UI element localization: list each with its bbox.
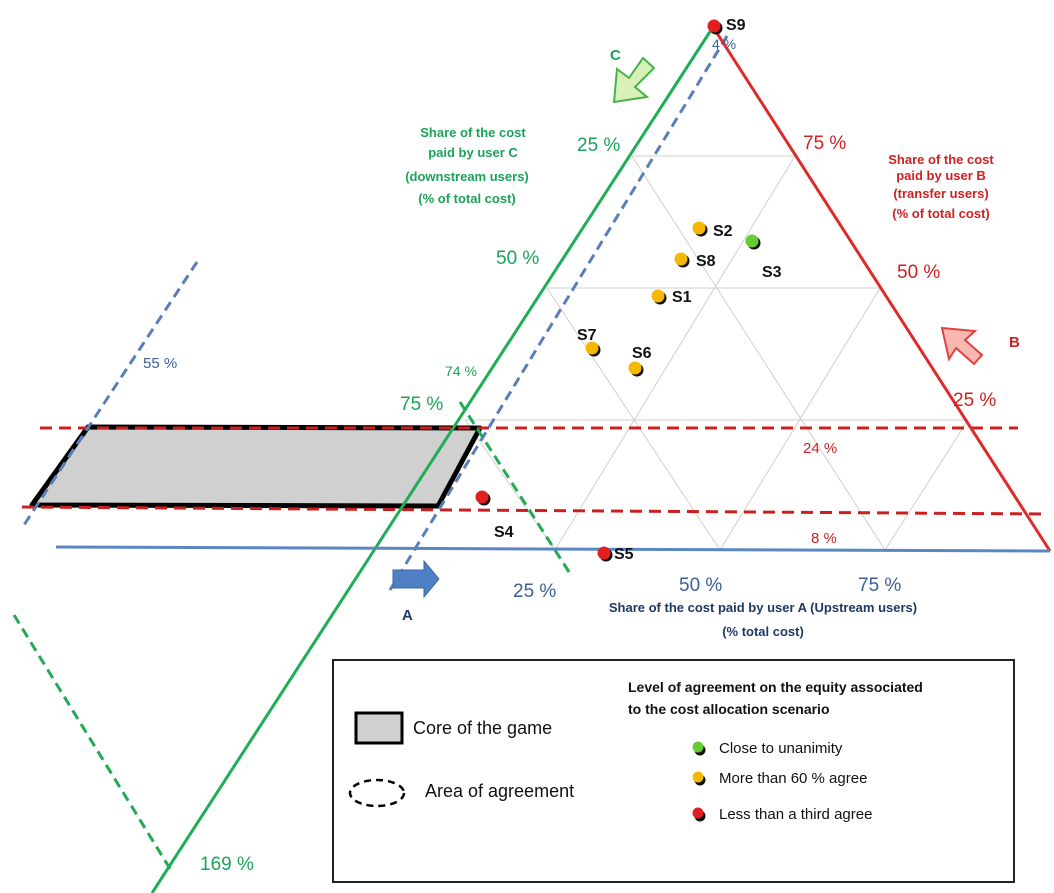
scenario-marker-s4 (475, 490, 489, 504)
scenario-label-s9: S9 (726, 17, 746, 34)
legend-title-line-1: Level of agreement on the equity associa… (628, 679, 923, 695)
scenario-label-s2: S2 (713, 223, 733, 240)
arrow-a-label: A (402, 607, 413, 624)
svg-text:Share of the cost: Share of the cost (888, 152, 994, 167)
scenario-label-s7: S7 (577, 327, 597, 344)
dashed-blue-line-far (20, 261, 199, 529)
a-tick-75: 75 % (858, 575, 901, 596)
legend-item-label-3: Less than a third agree (719, 806, 872, 823)
scenario-label-s8: S8 (696, 253, 716, 270)
b-tick-25: 25 % (953, 390, 996, 411)
svg-text:paid by user C: paid by user C (428, 145, 518, 160)
svg-text:(% of total cost): (% of total cost) (892, 206, 990, 221)
scenario-points: S9 S2 S3 S8 S1 S7 S6 S4 S5 (475, 17, 782, 563)
arrow-c-label: C (610, 47, 621, 64)
svg-text:Share of the cost: Share of the cost (420, 125, 526, 140)
scenario-label-s6: S6 (632, 345, 652, 362)
legend-dot-1 (692, 741, 704, 753)
scenario-marker-s3 (745, 234, 759, 248)
scenario-label-s1: S1 (672, 289, 692, 306)
dashed-blue-line-near (388, 35, 729, 591)
dashed-red-line-lower (21, 505, 1046, 516)
annotation-blue-far: 55 % (143, 355, 177, 372)
svg-text:Share of the cost paid by user: Share of the cost paid by user A (Upstre… (609, 600, 917, 615)
triangle-grid (464, 155, 969, 551)
svg-text:(transfer users): (transfer users) (893, 186, 988, 201)
scenario-label-s4: S4 (494, 524, 514, 541)
red-axis-line (711, 26, 1052, 552)
svg-text:(% total cost): (% total cost) (722, 624, 804, 639)
legend-box (332, 659, 1015, 883)
blue-axis-line (55, 545, 1051, 553)
c-tick-75: 75 % (400, 394, 443, 415)
scenario-marker-s9 (707, 19, 721, 33)
legend-dot-3 (692, 807, 704, 819)
svg-text:paid by user B: paid by user B (896, 168, 986, 183)
arrow-b-icon (940, 326, 984, 366)
scenario-marker-s6 (628, 361, 642, 375)
b-tick-75: 75 % (803, 133, 846, 154)
arrow-b-label: B (1009, 334, 1020, 351)
green-axis-line (150, 26, 715, 893)
c-tick-25: 25 % (577, 135, 620, 156)
annotation-lower-red: 8 % (811, 530, 837, 547)
annotation-upper-red: 24 % (803, 440, 837, 457)
dashed-green-line-near (458, 401, 573, 576)
legend-area-label: Area of agreement (425, 781, 574, 801)
legend-dot-2 (692, 771, 704, 783)
scenario-marker-s7 (585, 341, 599, 355)
legend-title-line-2: to the cost allocation scenario (628, 701, 830, 717)
annotation-c-far: 169 % (200, 854, 254, 875)
c-tick-50: 50 % (496, 248, 539, 269)
svg-text:(downstream users): (downstream users) (405, 169, 529, 184)
legend-core-label: Core of the game (413, 718, 552, 738)
axis-c-title: Share of the cost paid by user C (downst… (405, 125, 529, 206)
legend-items: Close to unanimity More than 60 % agree Le… (692, 740, 872, 823)
legend-core-swatch (354, 711, 404, 745)
legend-item-label-1: Close to unanimity (719, 740, 843, 757)
arrow-a-icon (392, 559, 440, 599)
legend: Core of the game Area of agreement Level… (332, 659, 1015, 883)
dashed-green-line-far (12, 614, 174, 873)
b-tick-50: 50 % (897, 262, 940, 283)
arrow-c-icon (612, 56, 656, 104)
axis-b-title: Share of the cost paid by user B (transf… (888, 152, 994, 221)
scenario-marker-s1 (651, 289, 665, 303)
scenario-marker-s5 (597, 546, 611, 560)
scenario-label-s5: S5 (614, 546, 634, 563)
annotation-c-upper: 4 % (712, 36, 736, 52)
scenario-label-s3: S3 (762, 264, 782, 281)
a-tick-25: 25 % (513, 581, 556, 602)
a-tick-50: 50 % (679, 575, 722, 596)
svg-text:(% of total cost): (% of total cost) (418, 191, 516, 206)
scenario-marker-s8 (674, 252, 688, 266)
scenario-marker-s2 (692, 221, 706, 235)
core-of-game-region (29, 424, 483, 509)
legend-item-label-2: More than 60 % agree (719, 770, 867, 787)
annotation-c-lower: 74 % (445, 363, 477, 379)
axis-a-title: Share of the cost paid by user A (Upstre… (609, 600, 917, 639)
legend-area-swatch (348, 778, 406, 808)
